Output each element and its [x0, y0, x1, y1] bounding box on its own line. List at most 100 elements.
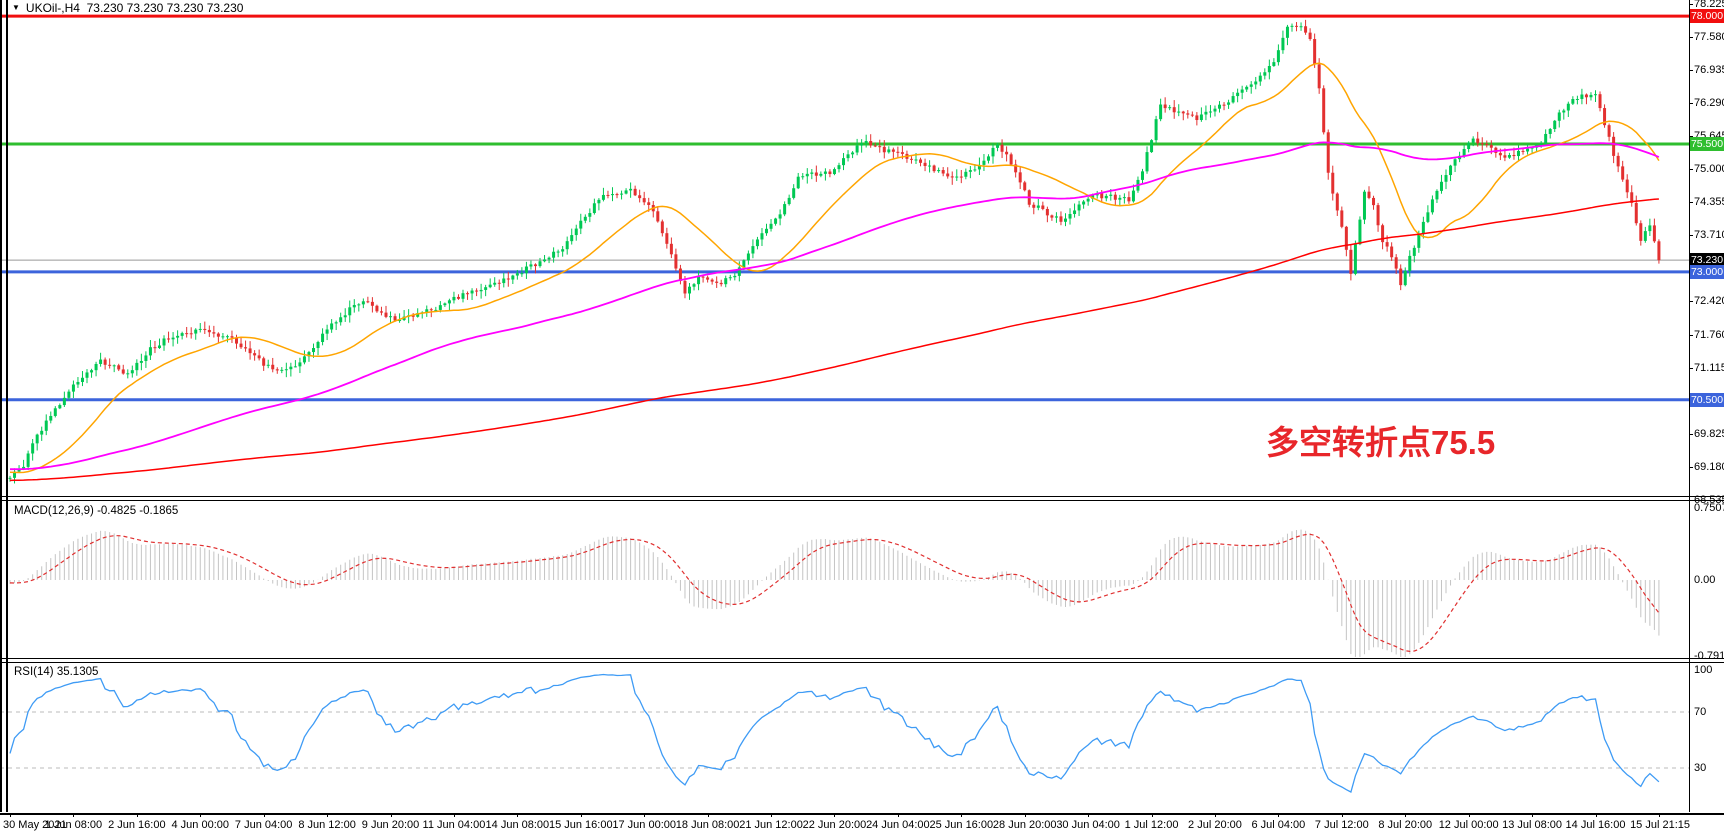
macd-panel-label: MACD(12,26,9) -0.4825 -0.1865 — [14, 505, 179, 517]
chart-title-spacer — [80, 1, 87, 15]
time-axis-tick — [961, 813, 963, 817]
time-axis-tick — [327, 813, 329, 817]
time-axis-label: 12 Jul 00:00 — [1438, 819, 1499, 831]
time-axis-tick — [580, 813, 582, 817]
time-axis-label: 24 Jun 04:00 — [866, 819, 930, 831]
price-axis-label: 77.580 — [1694, 31, 1724, 44]
time-axis-label: 11 Jun 04:00 — [422, 819, 486, 831]
price-badge-73.230: 73.230 — [1690, 253, 1724, 268]
ma-medium-line — [10, 141, 1660, 471]
price-axis-label: 71.115 — [1694, 361, 1724, 374]
time-axis-label: 1 Jun 08:00 — [44, 819, 103, 831]
time-axis-tick — [644, 813, 646, 817]
time-axis-tick — [1214, 813, 1216, 817]
rsi-axis-label: 100 — [1694, 663, 1713, 676]
price-axis-label: 72.420 — [1694, 295, 1724, 308]
time-axis-label: 14 Jul 16:00 — [1565, 819, 1626, 831]
time-axis-label: 30 May 2021 — [3, 819, 67, 831]
time-axis-tick — [707, 813, 709, 817]
price-axis-label: 74.355 — [1694, 196, 1724, 209]
price-axis-tick — [1689, 37, 1693, 39]
time-axis-label: 8 Jun 12:00 — [298, 819, 356, 831]
time-axis-label: 15 Jul 21:15 — [1630, 819, 1690, 831]
time-axis-tick — [834, 813, 836, 817]
price-axis-label: 68.535 — [1694, 493, 1724, 506]
time-axis-label: 25 Jun 16:00 — [929, 819, 994, 831]
price-axis-tick — [1689, 70, 1693, 72]
price-axis-separator — [1689, 0, 1690, 812]
chart-title-ohlc: 73.230 73.230 73.230 73.230 — [86, 1, 244, 15]
time-axis-tick — [136, 813, 138, 817]
time-axis-label: 7 Jun 04:00 — [234, 819, 293, 831]
main-macd-separator-bottom[interactable] — [0, 500, 1724, 501]
main-macd-separator-top[interactable] — [0, 496, 1724, 497]
time-axis-label: 6 Jul 04:00 — [1251, 819, 1306, 831]
time-axis-tick — [73, 813, 75, 817]
time-axis-tick — [390, 813, 392, 817]
window-left-border-inner — [6, 0, 8, 812]
macd-axis-label: -0.7918 — [1694, 649, 1724, 662]
time-axis-tick — [1405, 813, 1407, 817]
time-axis-label: 8 Jul 20:00 — [1378, 819, 1433, 831]
price-axis-tick — [1689, 235, 1693, 237]
symbol-dropdown-icon[interactable]: ▼ — [12, 3, 20, 12]
time-axis-tick — [10, 813, 11, 817]
time-axis-line — [0, 813, 1724, 815]
price-axis-tick — [1689, 103, 1693, 105]
time-axis-tick — [453, 813, 455, 817]
price-axis-tick — [1689, 136, 1693, 138]
price-axis-tick — [1689, 367, 1693, 369]
price-axis-label: 76.935 — [1694, 64, 1724, 77]
time-axis-label: 21 Jun 12:00 — [739, 819, 803, 831]
time-axis-tick — [1595, 813, 1597, 817]
time-axis-label: 2 Jun 16:00 — [108, 819, 166, 831]
price-badge-70.500: 70.500 — [1690, 392, 1724, 407]
price-axis-tick — [1689, 466, 1693, 468]
price-axis-label: 69.180 — [1694, 460, 1724, 473]
time-axis[interactable]: 30 May 2021 1 Jun 08:00 2 Jun 16:00 4 Jun 0… — [0, 813, 1724, 839]
macd-rsi-separator-bottom[interactable] — [0, 662, 1724, 663]
price-badge-73.000: 73.000 — [1690, 264, 1724, 279]
title-bar: ▼ UKOil-,H4 73.230 73.230 73.230 73.230 — [12, 1, 243, 15]
price-axis[interactable]: 78.22577.58076.93576.29075.64575.00074.3… — [1689, 0, 1724, 812]
time-axis-label: 28 Jun 20:00 — [992, 819, 1057, 831]
price-axis-tick — [1689, 301, 1693, 303]
price-axis-tick — [1689, 499, 1693, 501]
price-axis-label: 75.000 — [1694, 163, 1724, 176]
time-axis-label: 13 Jul 08:00 — [1502, 819, 1563, 831]
macd-rsi-separator-top[interactable] — [0, 658, 1724, 659]
time-axis-label: 9 Jun 20:00 — [361, 819, 420, 831]
time-axis-tick — [1532, 813, 1534, 817]
time-axis-label: 15 Jun 16:00 — [548, 819, 613, 831]
time-axis-tick — [263, 813, 265, 817]
price-badge-78.000: 78.000 — [1690, 9, 1724, 24]
time-axis-label: 4 Jun 00:00 — [171, 819, 230, 831]
price-axis-label: 78.225 — [1694, 0, 1724, 11]
time-axis-tick — [1468, 813, 1470, 817]
time-axis-label: 30 Jun 04:00 — [1056, 819, 1120, 831]
price-axis-label: 69.825 — [1694, 427, 1724, 440]
price-axis-tick — [1689, 169, 1693, 171]
price-axis-tick — [1689, 433, 1693, 435]
time-axis-tick — [1658, 813, 1660, 817]
macd-signal-line — [9, 533, 1660, 653]
macd-axis-label: 0.7507 — [1694, 501, 1724, 514]
price-axis-label: 73.710 — [1694, 229, 1724, 242]
time-axis-tick — [1088, 813, 1090, 817]
time-axis-tick — [200, 813, 202, 817]
time-axis-label: 18 Jun 08:00 — [675, 819, 740, 831]
main-chart-svg[interactable] — [0, 0, 1690, 812]
price-axis-label: 71.760 — [1694, 328, 1724, 341]
chart-title-symbol: UKOil-,H4 — [25, 1, 80, 15]
price-axis-tick — [1689, 4, 1693, 6]
rsi-axis-label: 70 — [1694, 705, 1707, 718]
candles — [8, 19, 1661, 484]
annotation-text[interactable]: 多空转折点75.5 — [1266, 424, 1496, 461]
time-axis-label: 2 Jul 20:00 — [1188, 819, 1242, 831]
price-axis-tick — [1689, 334, 1693, 336]
time-axis-label: 1 Jul 12:00 — [1124, 819, 1179, 831]
price-axis-label: 76.290 — [1694, 97, 1724, 110]
price-axis-tick — [1689, 202, 1693, 204]
price-badge-75.500: 75.500 — [1690, 136, 1724, 151]
